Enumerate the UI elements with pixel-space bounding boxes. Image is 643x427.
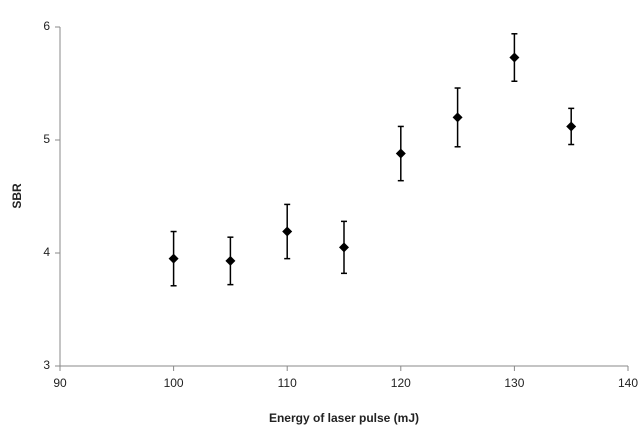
x-tick-label: 130 <box>504 376 524 390</box>
x-tick-label: 120 <box>391 376 411 390</box>
data-point <box>566 121 577 132</box>
data-point <box>509 52 520 63</box>
x-tick-label: 140 <box>618 376 638 390</box>
data-point <box>168 253 179 264</box>
data-point <box>282 226 293 237</box>
data-point <box>395 148 406 159</box>
y-tick-label: 5 <box>43 132 50 146</box>
x-tick-label: 90 <box>53 376 67 390</box>
y-tick-label: 4 <box>43 245 50 259</box>
y-tick-label: 3 <box>43 358 50 372</box>
x-tick-label: 110 <box>278 376 297 390</box>
data-point <box>225 255 236 266</box>
data-point <box>452 112 463 123</box>
x-tick-label: 100 <box>164 376 184 390</box>
y-axis-title: SBR <box>10 183 24 209</box>
data-point <box>339 242 349 253</box>
x-axis-title: Energy of laser pulse (mJ) <box>269 411 419 425</box>
y-tick-label: 6 <box>43 19 50 33</box>
